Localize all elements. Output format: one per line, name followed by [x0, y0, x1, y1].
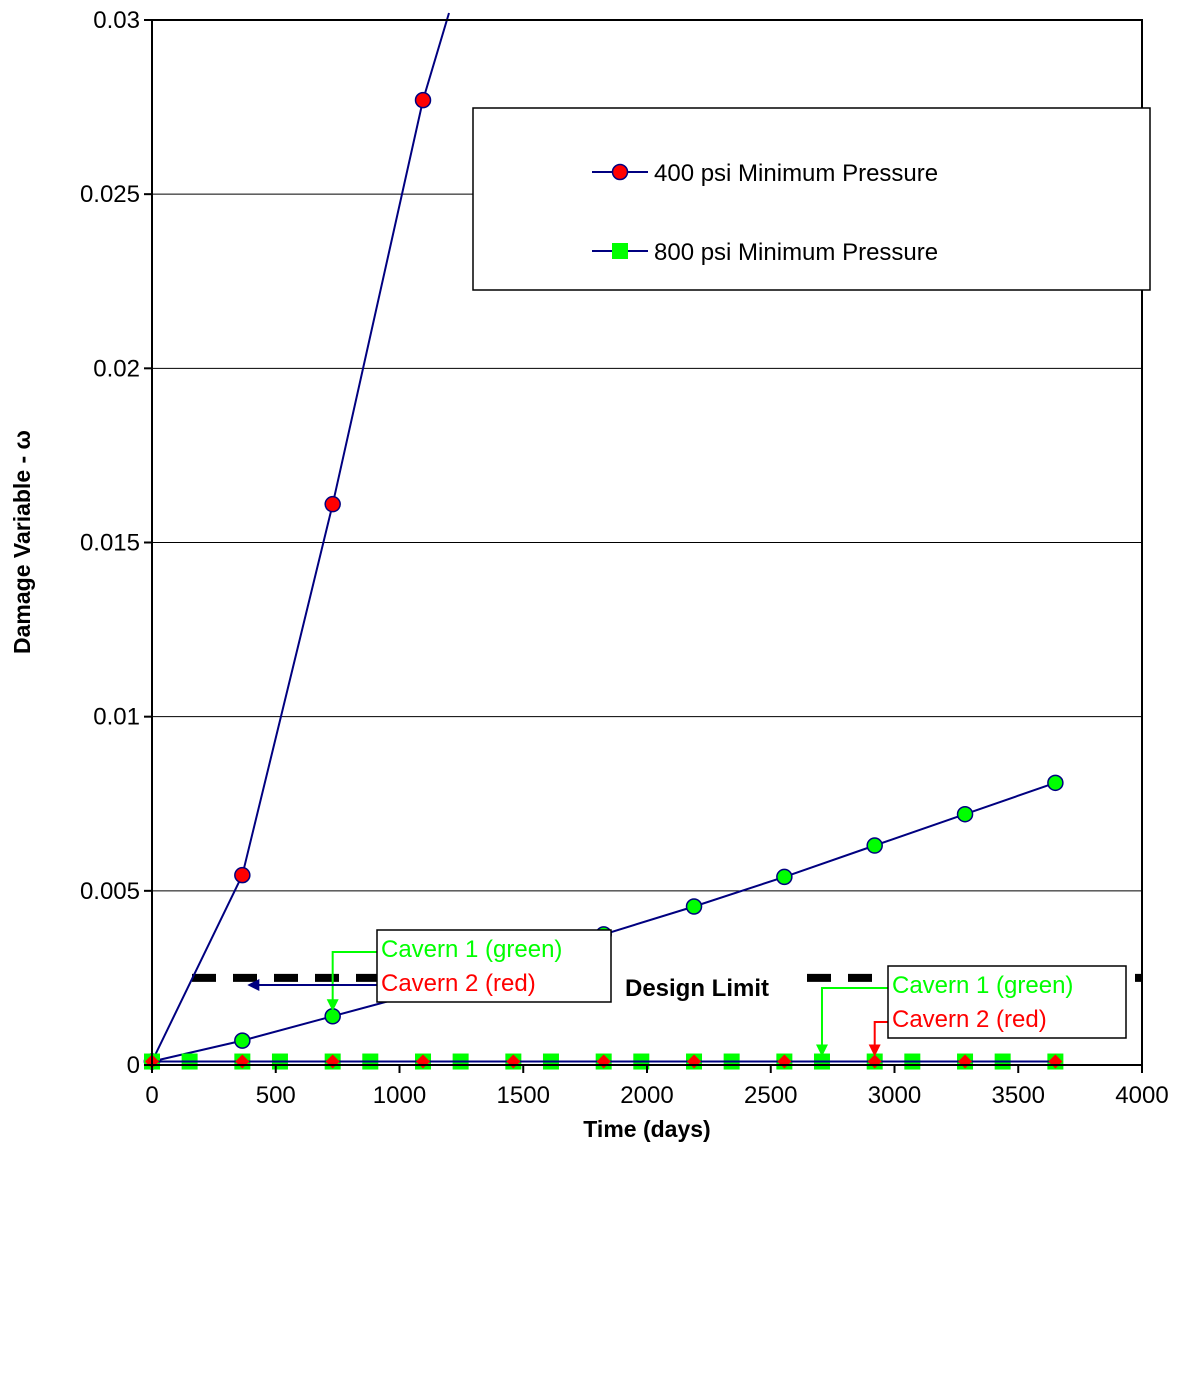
y-tick-label: 0	[127, 1052, 140, 1079]
series-line-c2-400	[151, 12, 450, 1062]
legend-label: 400 psi Minimum Pressure	[654, 160, 938, 187]
data-point-c1-400	[685, 898, 703, 915]
data-point-c1-400	[956, 805, 974, 823]
legend-swatch-marker	[611, 163, 629, 181]
legend: 400 psi Minimum Pressure 800 psi Minimum …	[472, 107, 1151, 291]
annotation-arrow	[868, 1021, 888, 1057]
annotation-arrow	[815, 987, 888, 1057]
annotation-label: Cavern 1 (green)	[892, 972, 1073, 999]
x-tick-label: 2000	[620, 1082, 673, 1109]
annotation-box	[887, 965, 1127, 1039]
y-tick-label: 0.02	[93, 355, 140, 382]
data-point-c2-400	[234, 866, 251, 884]
x-tick-label: 4000	[1115, 1082, 1168, 1109]
annotation-box	[376, 929, 612, 1003]
data-point-c1-400	[234, 1032, 251, 1049]
data-point-c2-400	[414, 91, 432, 109]
x-tick-label: 0	[145, 1082, 158, 1109]
data-point-c1-400	[324, 1007, 341, 1025]
y-tick-label: 0.025	[80, 181, 140, 208]
design-limit-label: Design Limit	[625, 975, 769, 1002]
annotation-label: Cavern 2 (red)	[381, 970, 536, 997]
data-point-c2-400	[324, 495, 341, 513]
annotations: Cavern 1 (green)Cavern 2 (red) Cavern 1 (…	[247, 929, 1127, 1057]
y-tick-label: 0.01	[93, 704, 140, 731]
data-point-c1-400	[1047, 774, 1064, 792]
x-tick-label: 3500	[992, 1082, 1045, 1109]
axis-ticks: 0 0.005 0.01 0.015 0.02 0.025 0.03 0 500 1000 1500…	[80, 7, 1169, 1109]
x-tick-label: 2500	[744, 1082, 797, 1109]
y-tick-label: 0.005	[80, 878, 140, 905]
annotation-label: Cavern 1 (green)	[381, 936, 562, 963]
y-tick-label: 0.03	[93, 7, 140, 34]
annotation-label: Cavern 2 (red)	[892, 1006, 1047, 1033]
legend-swatch-marker	[612, 243, 628, 259]
legend-label: 800 psi Minimum Pressure	[654, 239, 938, 266]
x-axis-title: Time (days)	[583, 1116, 710, 1142]
legend-box	[472, 107, 1151, 291]
y-axis-title: Damage Variable - ω	[9, 430, 35, 654]
design-limit-label-bg	[600, 971, 796, 1008]
annotation-arrow	[326, 951, 377, 1012]
annotation-callout: Cavern 1 (green) Cavern 2 (red)	[815, 965, 1127, 1057]
x-tick-label: 3000	[868, 1082, 921, 1109]
series-c2-400	[143, 12, 450, 1070]
data-point-c1-400	[776, 868, 793, 886]
annotation-callout: Cavern 1 (green) Cavern 2 (red)	[247, 929, 612, 1012]
x-tick-label: 1000	[373, 1082, 426, 1109]
x-tick-label: 1500	[497, 1082, 550, 1109]
y-tick-label: 0.015	[80, 530, 140, 557]
x-tick-label: 500	[256, 1082, 296, 1109]
data-point-c1-400	[866, 837, 883, 854]
